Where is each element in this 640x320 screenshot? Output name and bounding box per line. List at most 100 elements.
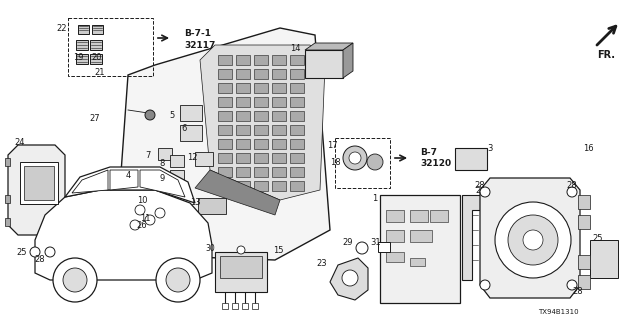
Bar bbox=[410, 258, 425, 266]
Text: 30: 30 bbox=[205, 244, 215, 252]
Text: 25: 25 bbox=[17, 247, 28, 257]
Text: 17: 17 bbox=[326, 140, 337, 149]
Polygon shape bbox=[200, 45, 325, 200]
Bar bbox=[272, 153, 286, 163]
Bar bbox=[290, 111, 304, 121]
Text: 1: 1 bbox=[372, 194, 378, 203]
Bar bbox=[5, 158, 10, 166]
Circle shape bbox=[495, 202, 571, 278]
Bar bbox=[222, 303, 228, 309]
Text: 6: 6 bbox=[181, 124, 187, 132]
Bar bbox=[242, 303, 248, 309]
Bar bbox=[410, 210, 428, 222]
Bar bbox=[76, 40, 88, 50]
Bar bbox=[335, 138, 390, 188]
Polygon shape bbox=[35, 190, 212, 280]
Bar bbox=[254, 55, 268, 65]
Circle shape bbox=[567, 280, 577, 290]
Text: 26: 26 bbox=[137, 220, 147, 229]
Circle shape bbox=[130, 220, 140, 230]
Text: 20: 20 bbox=[92, 52, 102, 61]
Bar bbox=[236, 125, 250, 135]
Text: 5: 5 bbox=[170, 110, 175, 119]
Bar bbox=[236, 167, 250, 177]
Bar bbox=[218, 181, 232, 191]
Bar bbox=[90, 40, 102, 50]
Text: 3: 3 bbox=[487, 143, 493, 153]
Text: 28: 28 bbox=[475, 180, 485, 189]
Polygon shape bbox=[480, 178, 580, 298]
Bar bbox=[236, 153, 250, 163]
Circle shape bbox=[155, 208, 165, 218]
Bar bbox=[5, 218, 10, 226]
Bar bbox=[272, 97, 286, 107]
Bar bbox=[20, 162, 58, 204]
Bar bbox=[290, 167, 304, 177]
Bar bbox=[578, 195, 590, 209]
Bar bbox=[272, 111, 286, 121]
Circle shape bbox=[135, 205, 145, 215]
Bar bbox=[272, 125, 286, 135]
Polygon shape bbox=[110, 170, 138, 190]
Text: 28: 28 bbox=[35, 255, 45, 265]
Bar bbox=[578, 255, 590, 269]
Bar bbox=[254, 153, 268, 163]
Polygon shape bbox=[305, 43, 353, 50]
Circle shape bbox=[343, 146, 367, 170]
Bar bbox=[272, 83, 286, 93]
Text: 7: 7 bbox=[145, 150, 150, 159]
Text: TX94B1310: TX94B1310 bbox=[538, 309, 579, 315]
Bar bbox=[236, 181, 250, 191]
Bar bbox=[254, 69, 268, 79]
Bar bbox=[290, 153, 304, 163]
Circle shape bbox=[151, 193, 165, 207]
Bar bbox=[254, 181, 268, 191]
Text: 31: 31 bbox=[371, 237, 381, 246]
Text: 16: 16 bbox=[582, 143, 593, 153]
Bar bbox=[236, 55, 250, 65]
Bar bbox=[386, 210, 404, 222]
Bar bbox=[254, 139, 268, 149]
Bar bbox=[218, 153, 232, 163]
Circle shape bbox=[53, 258, 97, 302]
Bar bbox=[215, 252, 267, 292]
Bar bbox=[218, 111, 232, 121]
Bar bbox=[272, 69, 286, 79]
Bar bbox=[218, 139, 232, 149]
Bar bbox=[220, 256, 262, 278]
Bar bbox=[218, 55, 232, 65]
Text: B-7-1: B-7-1 bbox=[184, 28, 211, 37]
Bar bbox=[290, 139, 304, 149]
Bar bbox=[254, 125, 268, 135]
Bar bbox=[90, 54, 102, 64]
Text: 2: 2 bbox=[476, 186, 481, 195]
Bar bbox=[290, 181, 304, 191]
Bar bbox=[170, 155, 184, 167]
Circle shape bbox=[356, 242, 368, 254]
Bar bbox=[290, 55, 304, 65]
Circle shape bbox=[156, 258, 200, 302]
Text: 15: 15 bbox=[273, 245, 284, 254]
Polygon shape bbox=[8, 145, 65, 235]
Circle shape bbox=[145, 110, 155, 120]
Text: 10: 10 bbox=[137, 196, 147, 204]
Text: 22: 22 bbox=[57, 23, 67, 33]
Bar bbox=[24, 166, 54, 200]
Bar bbox=[78, 25, 89, 34]
Text: 12: 12 bbox=[187, 153, 197, 162]
Bar bbox=[236, 69, 250, 79]
Circle shape bbox=[349, 152, 361, 164]
Bar bbox=[180, 105, 202, 121]
Bar bbox=[455, 148, 487, 170]
Polygon shape bbox=[330, 258, 368, 300]
Bar bbox=[92, 25, 103, 34]
Bar bbox=[218, 97, 232, 107]
Text: 14: 14 bbox=[290, 44, 300, 52]
Bar bbox=[158, 148, 172, 160]
Text: 4: 4 bbox=[125, 171, 131, 180]
Text: 18: 18 bbox=[330, 157, 340, 166]
Circle shape bbox=[367, 154, 383, 170]
Text: B-7: B-7 bbox=[420, 148, 437, 156]
Bar bbox=[236, 111, 250, 121]
Polygon shape bbox=[118, 28, 330, 260]
